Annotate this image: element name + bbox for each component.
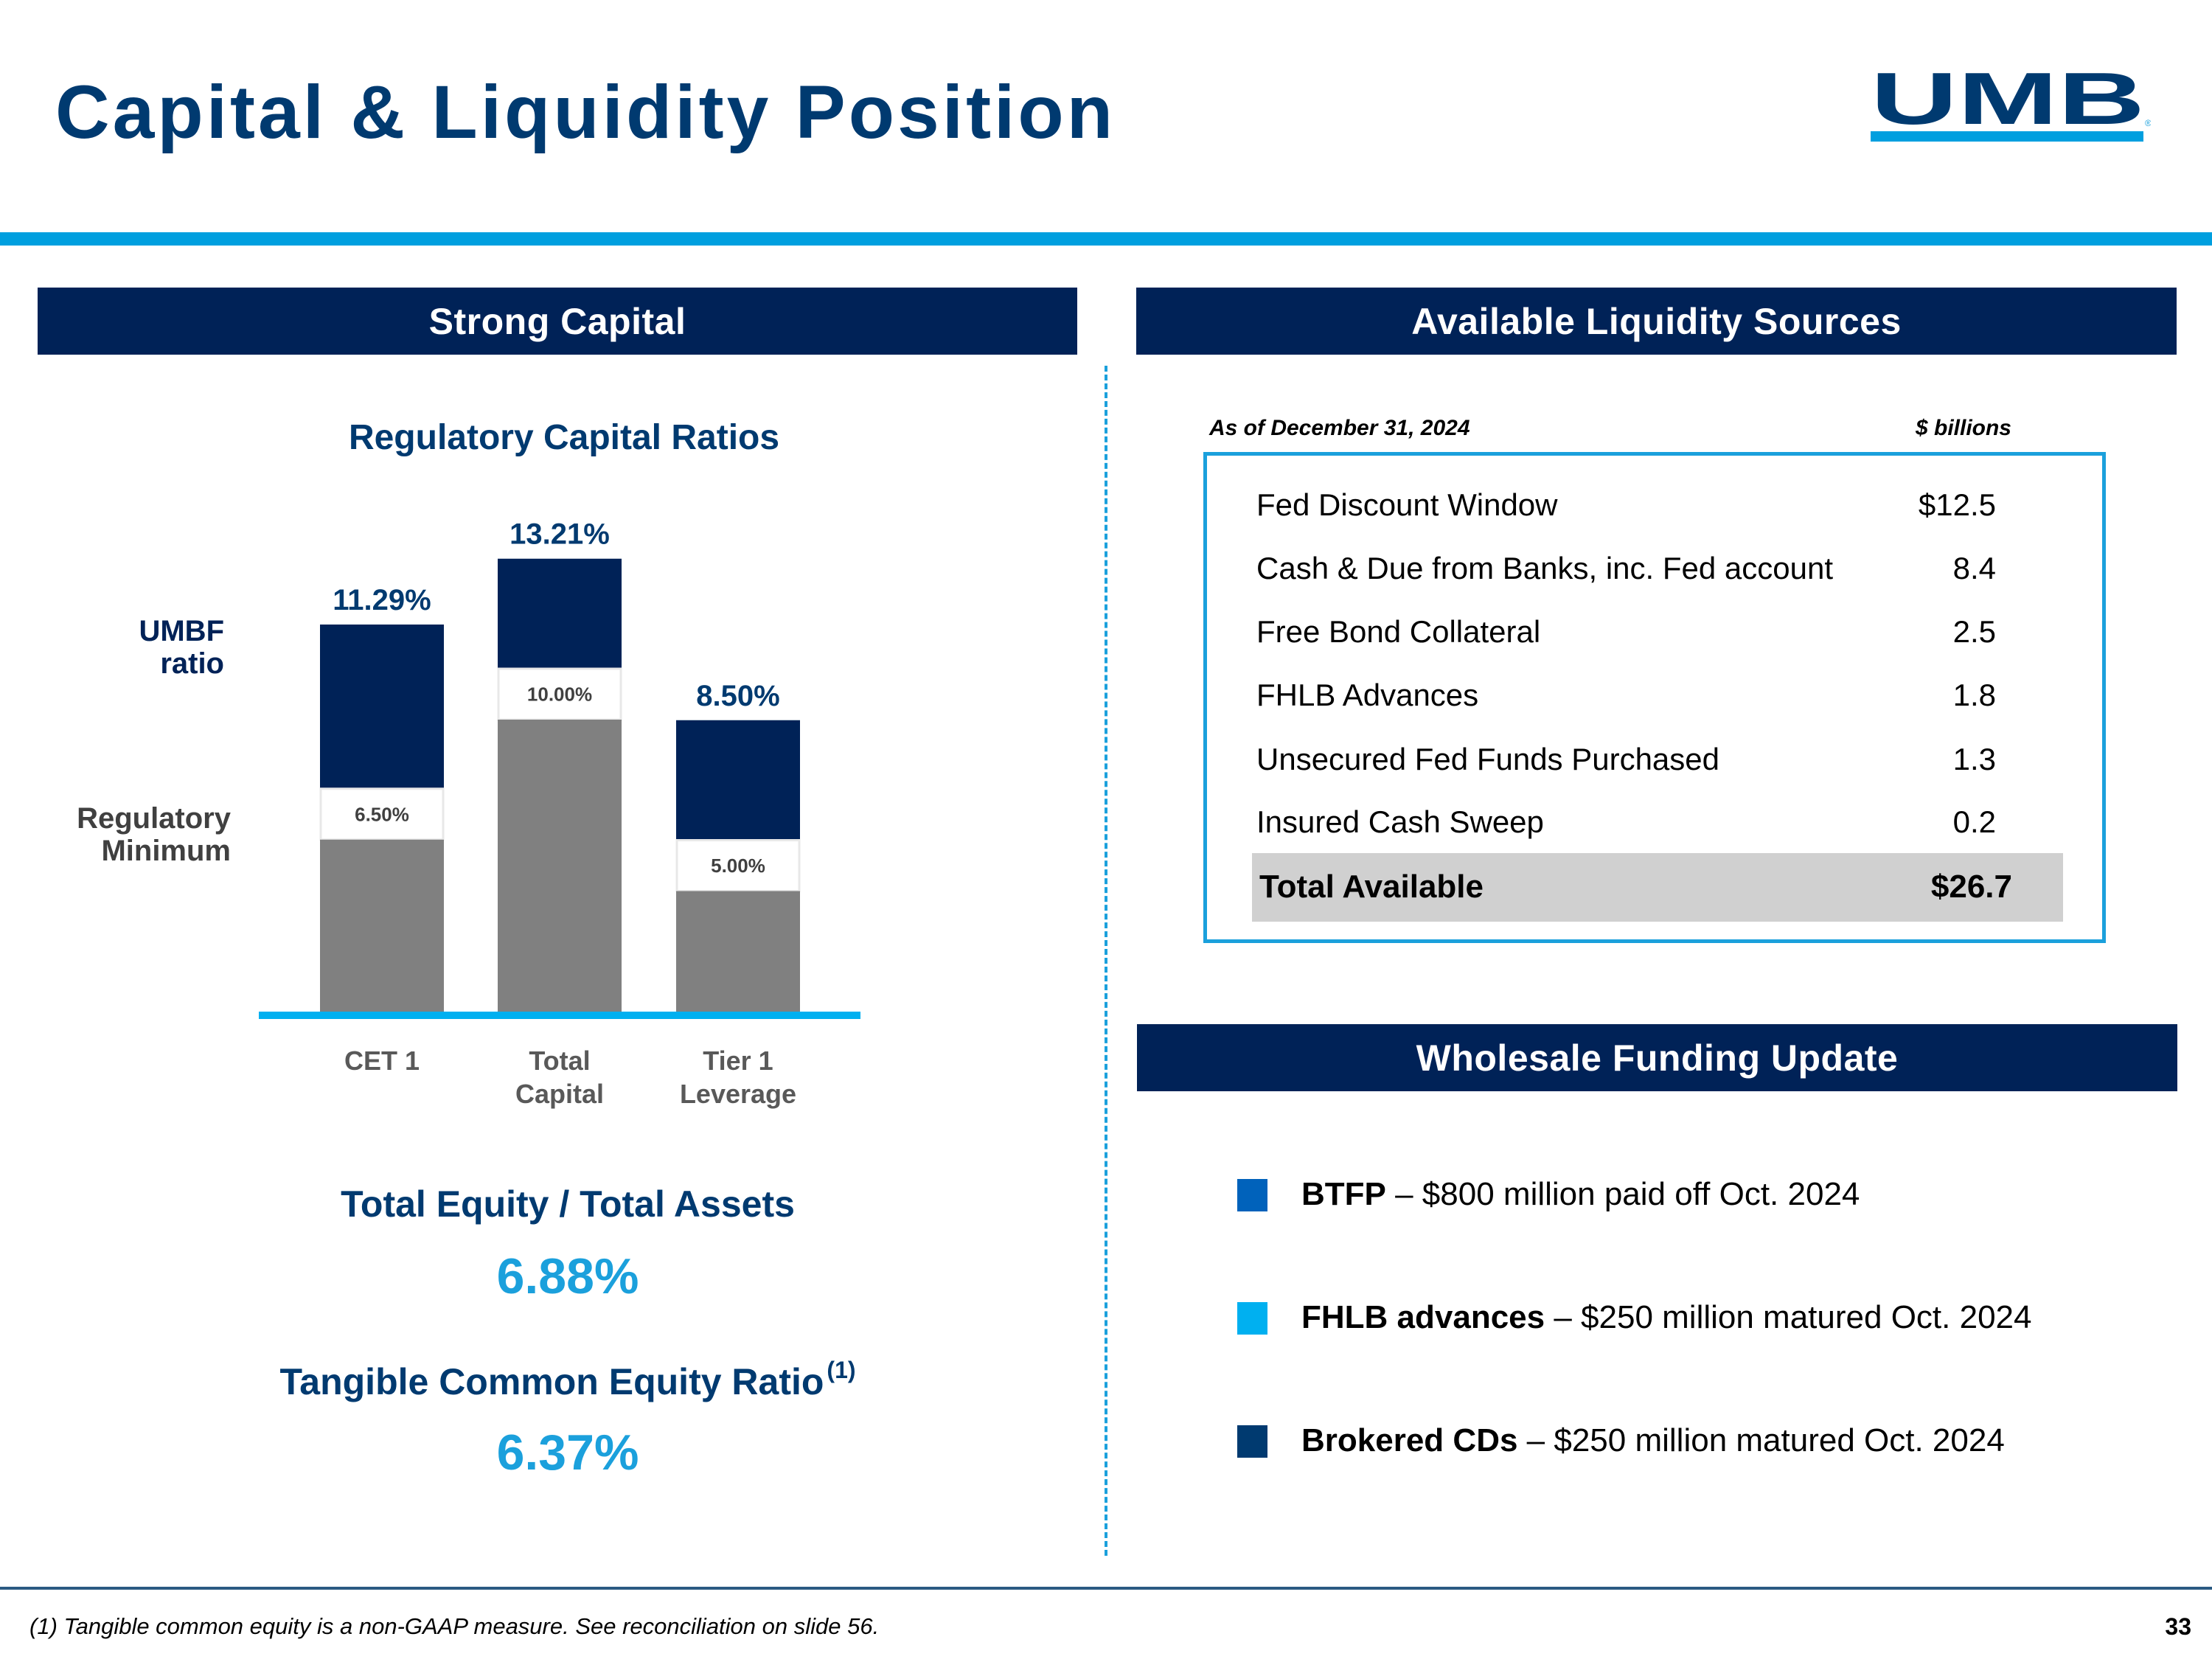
category-label-line1: Tier 1	[703, 1046, 773, 1076]
legend-umbf-ratio: UMBF ratio	[139, 615, 224, 680]
footer-rule	[0, 1587, 2212, 1590]
item-name: BTFP	[1301, 1176, 1386, 1212]
liquidity-row: FHLB Advances 1.8	[1256, 673, 1996, 717]
header-rule	[0, 232, 2212, 246]
regulatory-minimum-bar	[498, 720, 622, 1012]
total-row-background	[1252, 853, 2063, 922]
row-value: 0.2	[1952, 804, 1996, 839]
row-value: 1.3	[1952, 742, 1996, 776]
as-of-date: As of December 31, 2024	[1209, 416, 1470, 440]
wholesale-item: BTFP – $800 million paid off Oct. 2024	[1301, 1175, 1860, 1214]
legend-min-line1: Regulatory	[77, 802, 231, 835]
umbf-value-label: 8.50%	[696, 680, 779, 712]
category-label-line2: Capital	[515, 1079, 605, 1109]
liquidity-row: Free Bond Collateral 2.5	[1256, 610, 1996, 654]
category-label: Total Capital	[471, 1044, 648, 1110]
row-label: Fed Discount Window	[1256, 487, 1558, 522]
umbf-ratio-bar	[498, 558, 622, 669]
umbf-value-label: 11.29%	[333, 584, 431, 616]
minimum-value-label: 10.00%	[527, 684, 592, 706]
category-label: Tier 1 Leverage	[650, 1044, 827, 1110]
row-label: Free Bond Collateral	[1256, 614, 1541, 649]
item-name: FHLB advances	[1301, 1299, 1545, 1335]
row-label: Insured Cash Sweep	[1256, 804, 1544, 839]
row-value: 8.4	[1952, 551, 1996, 585]
umbf-value-label: 13.21%	[509, 518, 610, 551]
legend-min-line2: Minimum	[101, 835, 231, 867]
chart-baseline	[259, 1012, 860, 1019]
row-label: Unsecured Fed Funds Purchased	[1256, 742, 1720, 776]
legend-regulatory-minimum: Regulatory Minimum	[77, 802, 231, 867]
category-label-line1: CET 1	[344, 1046, 420, 1076]
category-label: CET 1	[293, 1044, 470, 1077]
bullet-square-icon	[1237, 1302, 1267, 1335]
strong-capital-header: Strong Capital	[38, 288, 1077, 355]
item-detail: – $250 million matured Oct. 2024	[1545, 1299, 2032, 1335]
logo-underline	[1871, 131, 2143, 142]
wholesale-item: FHLB advances – $250 million matured Oct…	[1301, 1298, 2031, 1337]
strong-capital-header-label: Strong Capital	[428, 300, 686, 342]
category-label-line1: Total	[529, 1046, 591, 1076]
bullet-square-icon	[1237, 1179, 1267, 1211]
chart-title: Regulatory Capital Ratios	[348, 418, 780, 457]
minimum-label-box	[497, 667, 622, 721]
liquidity-row: Unsecured Fed Funds Purchased 1.3	[1256, 737, 1996, 782]
umbf-ratio-bar	[320, 625, 444, 789]
section-divider	[1105, 366, 1107, 1556]
page-title: Capital & Liquidity Position	[55, 70, 1116, 154]
logo-registered-mark: ®	[2145, 118, 2151, 128]
liquidity-total-row: Total Available $26.7	[1259, 865, 2012, 909]
category-label-line2: Leverage	[679, 1079, 797, 1109]
metric-title-equity-assets: Total Equity / Total Assets	[147, 1183, 988, 1225]
page-number: 33	[2165, 1613, 2191, 1640]
minimum-value-label: 6.50%	[355, 803, 409, 825]
total-label: Total Available	[1259, 869, 1484, 905]
units-label: $ billions	[1915, 416, 2011, 440]
item-detail: – $800 million paid off Oct. 2024	[1385, 1176, 1860, 1212]
metric-value-equity-assets: 6.88%	[496, 1248, 639, 1304]
minimum-value-label: 5.00%	[711, 855, 765, 877]
liquidity-row: Cash & Due from Banks, inc. Fed account …	[1256, 546, 1996, 591]
wholesale-funding-header-label: Wholesale Funding Update	[1416, 1037, 1899, 1079]
wholesale-funding-header: Wholesale Funding Update	[1137, 1024, 2177, 1091]
item-detail: – $250 million matured Oct. 2024	[1517, 1422, 2005, 1458]
metric-value-tce-ratio: 6.37%	[496, 1425, 639, 1481]
row-value: $12.5	[1918, 487, 1996, 522]
legend-umbf-line2: ratio	[160, 647, 224, 680]
regulatory-minimum-bar	[320, 839, 444, 1012]
metric-title-text: Total Equity / Total Assets	[341, 1183, 795, 1225]
liquidity-sources-header-label: Available Liquidity Sources	[1411, 300, 1902, 342]
minimum-label-box	[675, 839, 801, 892]
umbf-ratio-bar	[676, 720, 800, 841]
metric-title-tce-ratio: Tangible Common Equity Ratio (1)	[147, 1357, 988, 1403]
row-label: FHLB Advances	[1256, 678, 1479, 712]
capital-ratio-chart: 6.50% 11.29% 10.00% 13.21% 5.00% 8.50%	[259, 518, 860, 1019]
footnote-ref: (1)	[827, 1357, 856, 1383]
metric-title-text: Tangible Common Equity Ratio	[279, 1361, 824, 1402]
logo-wordmark: UMB	[1871, 70, 2145, 140]
legend-umbf-line1: UMBF	[139, 615, 224, 647]
item-name: Brokered CDs	[1301, 1422, 1518, 1458]
regulatory-minimum-bar	[676, 891, 800, 1012]
footnote: (1) Tangible common equity is a non-GAAP…	[29, 1613, 880, 1639]
bullet-square-icon	[1237, 1425, 1267, 1458]
liquidity-sources-header: Available Liquidity Sources	[1136, 288, 2177, 355]
liquidity-table-frame	[1203, 452, 2106, 943]
row-value: 2.5	[1952, 614, 1996, 649]
row-value: 1.8	[1952, 678, 1996, 712]
umb-logo: UMB ®	[1871, 70, 2151, 142]
liquidity-row: Insured Cash Sweep 0.2	[1256, 800, 1996, 844]
row-label: Cash & Due from Banks, inc. Fed account	[1256, 551, 1834, 585]
wholesale-item: Brokered CDs – $250 million matured Oct.…	[1301, 1422, 2005, 1460]
minimum-label-box	[319, 787, 445, 841]
liquidity-row: Fed Discount Window $12.5	[1256, 483, 1996, 527]
total-value: $26.7	[1930, 869, 2012, 905]
